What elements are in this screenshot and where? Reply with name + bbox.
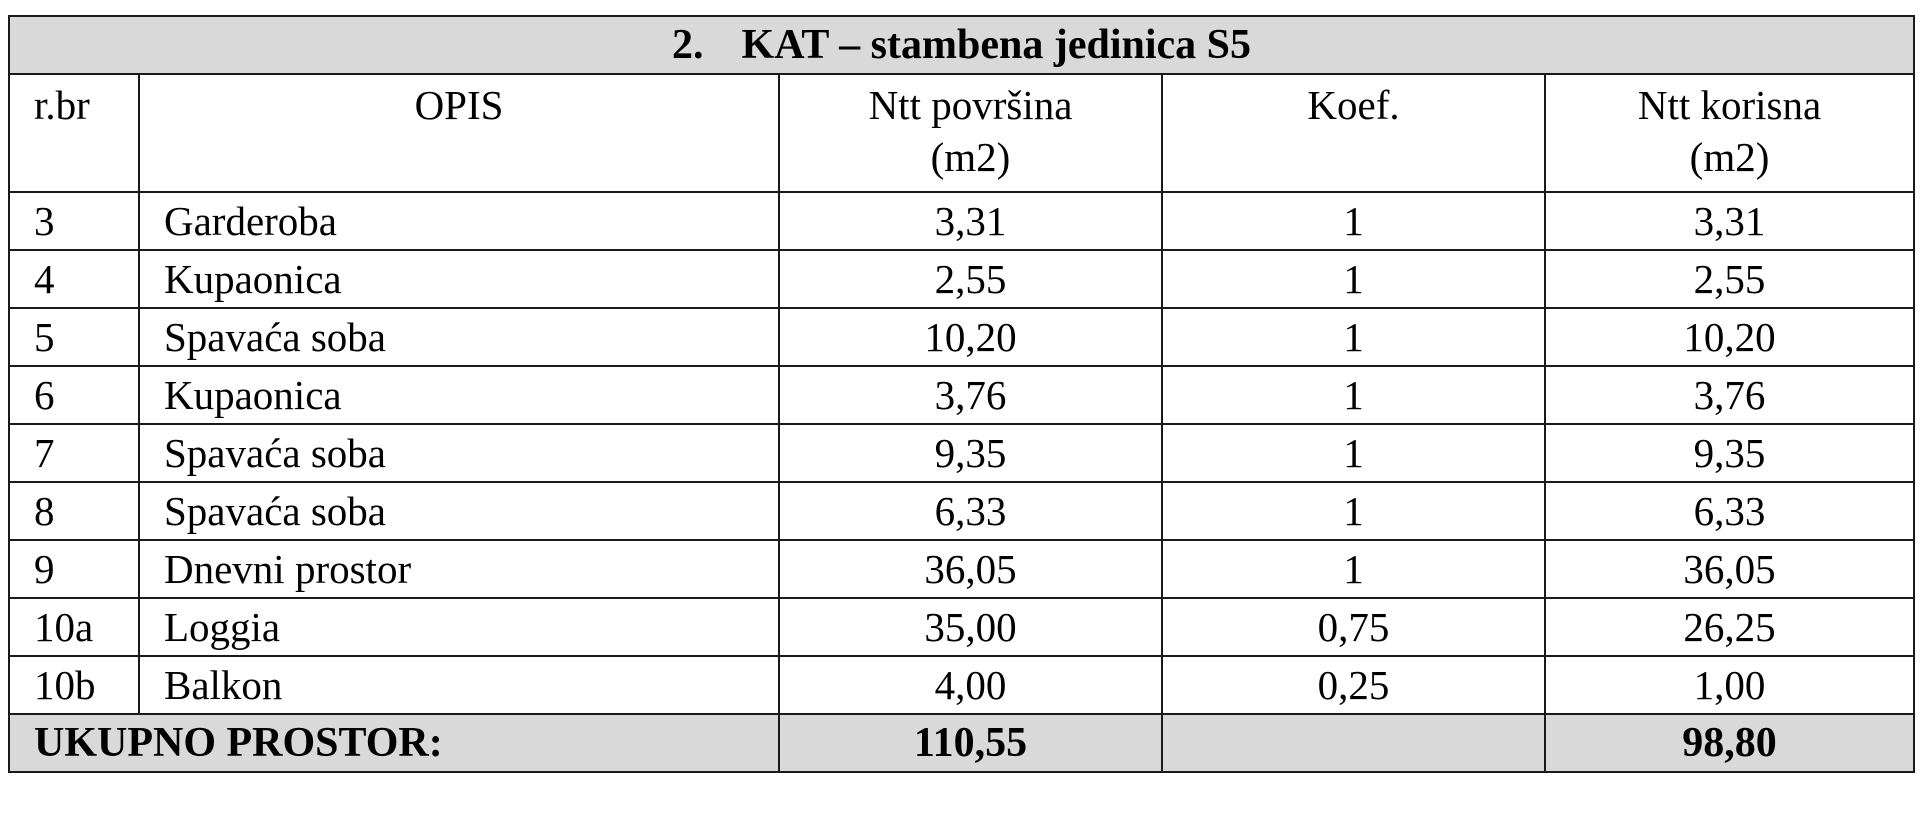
cell-ntt-korisna: 9,35 (1543, 423, 1916, 483)
cell-opis: Spavaća soba (138, 481, 780, 541)
cell-ntt-korisna: 3,31 (1543, 191, 1916, 251)
table-row: 10a Loggia 35,00 0,75 26,25 (8, 597, 1916, 657)
cell-opis: Spavaća soba (138, 423, 780, 483)
header-rbr: r.br (8, 73, 140, 193)
cell-opis: Kupaonica (138, 249, 780, 309)
title-text: KAT – stambena jedinica S5 (741, 22, 1252, 68)
cell-ntt-korisna: 26,25 (1543, 597, 1916, 657)
cell-opis: Loggia (138, 597, 780, 657)
total-koef-blank (1161, 713, 1546, 773)
cell-ntt-korisna: 6,33 (1543, 481, 1916, 541)
cell-ntt-korisna: 2,55 (1543, 249, 1916, 309)
cell-koef: 1 (1161, 481, 1546, 541)
table-row: 6 Kupaonica 3,76 1 3,76 (8, 365, 1916, 425)
header-ntt-korisna: Ntt korisna (m2) (1543, 73, 1916, 193)
total-korisna: 98,80 (1543, 713, 1916, 773)
cell-opis: Kupaonica (138, 365, 780, 425)
cell-opis: Spavaća soba (138, 307, 780, 367)
header-ntt-povrsina-line1: Ntt površina (868, 82, 1073, 128)
cell-ntt-korisna: 36,05 (1543, 539, 1916, 599)
table-row: 8 Spavaća soba 6,33 1 6,33 (8, 481, 1916, 541)
cell-ntt-korisna: 10,20 (1543, 307, 1916, 367)
cell-ntt-povrsina: 2,55 (778, 249, 1163, 309)
title-number: 2. (672, 22, 704, 68)
cell-ntt-povrsina: 9,35 (778, 423, 1163, 483)
cell-ntt-korisna: 3,76 (1543, 365, 1916, 425)
cell-koef: 1 (1161, 307, 1546, 367)
table-row: 5 Spavaća soba 10,20 1 10,20 (8, 307, 1916, 367)
total-row: UKUPNO PROSTOR: 110,55 98,80 (8, 713, 1916, 773)
cell-rbr: 7 (8, 423, 140, 483)
table-title: 2. KAT – stambena jedinica S5 (7, 15, 1916, 75)
table-row: 9 Dnevni prostor 36,05 1 36,05 (8, 539, 1916, 599)
table-row: 7 Spavaća soba 9,35 1 9,35 (8, 423, 1916, 483)
cell-rbr: 5 (8, 307, 140, 367)
cell-rbr: 4 (8, 249, 140, 309)
cell-opis: Balkon (138, 655, 780, 715)
cell-koef: 0,25 (1161, 655, 1546, 715)
cell-ntt-povrsina: 10,20 (778, 307, 1163, 367)
cell-koef: 0,75 (1161, 597, 1546, 657)
cell-rbr: 3 (8, 191, 140, 251)
cell-rbr: 10b (8, 655, 140, 715)
total-povrsina: 110,55 (778, 713, 1163, 773)
cell-ntt-povrsina: 35,00 (778, 597, 1163, 657)
table-row: 4 Kupaonica 2,55 1 2,55 (8, 249, 1916, 309)
cell-koef: 1 (1161, 249, 1546, 309)
cell-ntt-povrsina: 3,31 (778, 191, 1163, 251)
header-ntt-povrsina: Ntt površina (m2) (778, 73, 1163, 193)
area-table: 2. KAT – stambena jedinica S5 r.br OPIS N… (7, 15, 1916, 773)
header-ntt-korisna-line2: (m2) (1689, 134, 1770, 180)
column-header-row: r.br OPIS Ntt površina (m2) Koef. Ntt ko… (8, 73, 1916, 193)
cell-koef: 1 (1161, 423, 1546, 483)
cell-rbr: 8 (8, 481, 140, 541)
header-opis: OPIS (138, 73, 780, 193)
cell-koef: 1 (1161, 365, 1546, 425)
cell-rbr: 9 (8, 539, 140, 599)
cell-koef: 1 (1161, 539, 1546, 599)
header-ntt-korisna-line1: Ntt korisna (1637, 82, 1822, 128)
cell-ntt-povrsina: 6,33 (778, 481, 1163, 541)
cell-ntt-korisna: 1,00 (1543, 655, 1916, 715)
table-row: 3 Garderoba 3,31 1 3,31 (8, 191, 1916, 251)
cell-opis: Garderoba (138, 191, 780, 251)
cell-ntt-povrsina: 4,00 (778, 655, 1163, 715)
header-koef: Koef. (1161, 73, 1546, 193)
document-page: 2. KAT – stambena jedinica S5 r.br OPIS N… (7, 15, 1916, 773)
cell-rbr: 10a (8, 597, 140, 657)
cell-ntt-povrsina: 3,76 (778, 365, 1163, 425)
total-label: UKUPNO PROSTOR: (8, 713, 780, 773)
cell-opis: Dnevni prostor (138, 539, 780, 599)
table-title-row: 2. KAT – stambena jedinica S5 (7, 15, 1916, 75)
table-row: 10b Balkon 4,00 0,25 1,00 (8, 655, 1916, 715)
cell-koef: 1 (1161, 191, 1546, 251)
header-ntt-povrsina-line2: (m2) (930, 134, 1011, 180)
cell-ntt-povrsina: 36,05 (778, 539, 1163, 599)
cell-rbr: 6 (8, 365, 140, 425)
